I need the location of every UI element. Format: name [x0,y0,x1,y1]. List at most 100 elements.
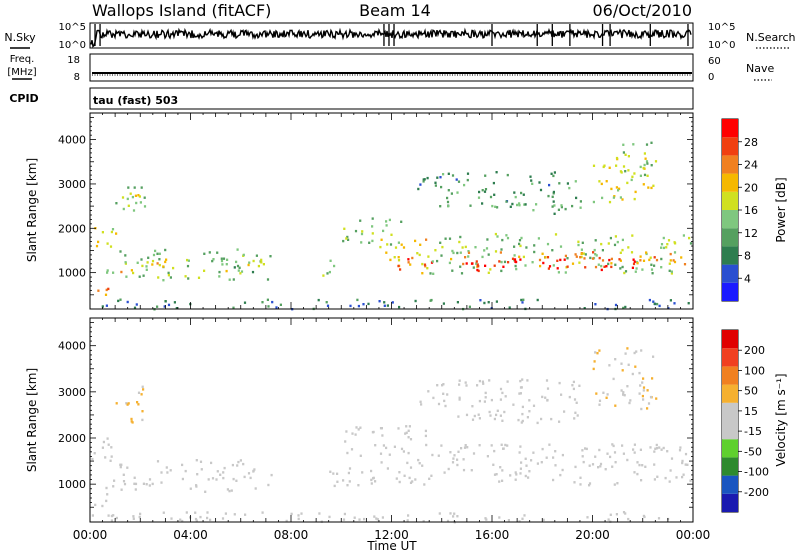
power-cell [648,258,651,262]
velocity-cell [615,513,618,516]
power-cell [630,251,634,254]
velocity-cell [185,511,188,514]
velocity-cell [604,468,607,471]
power-cell [382,229,385,233]
power-cell [660,243,664,246]
velocity-cell [221,517,225,520]
power-cell [552,200,555,203]
velocity-cell [457,450,460,453]
power-cell [237,269,240,272]
power-cell [156,252,159,255]
power-cell [568,186,571,190]
velocity-cell [518,520,521,523]
power-cell [491,204,494,208]
velocity-cell [563,410,566,413]
colorbar-tick-label: 100 [744,364,765,377]
power-cell [608,200,612,204]
velocity-cell [521,419,524,423]
power-cell [564,207,567,211]
power-cell [621,265,624,269]
power-cell [421,262,424,266]
power-cell [564,271,567,274]
power-cell [639,259,642,262]
velocity-cell [179,518,182,521]
velocity-cell [132,517,135,520]
velocity-cell [515,473,518,476]
velocity-cell [112,514,115,517]
velocity-cell [411,480,414,483]
velocity-cell [398,480,401,484]
velocity-cell [110,519,113,522]
power-cell [643,163,646,167]
x-tick-label: 16:00 [475,528,510,542]
colorbar-tick-label: 50 [744,385,758,398]
velocity-cell [656,475,659,478]
colorbar-tick-label: -50 [744,445,762,458]
power-cell [187,277,190,280]
velocity-cell [156,460,160,463]
power-cell [434,181,437,184]
velocity-y-axis: 1000 2000 3000 4000 [58,322,693,508]
power-cell [669,259,672,262]
power-cell [652,300,655,303]
velocity-y-axis-label: Slant Range [km] [25,368,39,472]
power-cell [518,239,522,242]
velocity-cell [374,480,377,483]
power-cell [614,263,617,266]
velocity-cell [606,393,609,396]
velocity-cell [438,512,441,515]
power-cell [539,188,543,192]
power-cell [239,272,242,275]
power-cell [496,235,499,238]
power-cell [515,267,518,271]
power-cell [670,270,673,273]
velocity-cell [540,417,543,421]
velocity-cell [578,384,581,387]
power-cell [447,189,450,192]
power-cell [399,268,402,271]
power-cell [593,248,596,252]
power-cell [547,194,550,198]
power-cell [145,265,148,268]
velocity-cell [499,466,502,469]
velocity-cell [575,401,578,404]
power-x-axis [89,113,694,309]
velocity-cell [206,511,209,514]
power-cell [582,252,585,255]
power-cell [397,241,400,244]
velocity-cell [361,471,364,474]
power-cell [673,260,677,264]
power-cell [566,257,569,260]
velocity-cell [689,479,692,482]
power-cell [386,304,389,307]
power-cell [360,232,364,236]
power-panel-frame [89,112,694,310]
power-cell [614,235,617,238]
power-cell [385,251,388,254]
power-cell [615,156,619,160]
velocity-cell [528,410,531,413]
velocity-cell [519,379,522,383]
velocity-cell [501,419,504,422]
power-cell [266,298,269,301]
power-cell [121,196,125,199]
power-cell [419,243,422,246]
power-cell [601,196,604,200]
power-cell [371,217,374,220]
power-cell [266,278,270,281]
velocity-cell [110,514,113,518]
power-cell [426,176,429,180]
velocity-cell [385,446,388,450]
power-cell [493,264,496,267]
power-cell [616,240,619,244]
velocity-cell [463,446,467,449]
power-cell [133,306,137,309]
velocity-cell [436,384,439,387]
velocity-cell [430,474,433,477]
power-cell [328,270,331,274]
power-cell [152,253,156,257]
power-cell [650,141,653,144]
power-cell [607,262,610,266]
power-cell [603,265,606,268]
power-cell [597,263,600,266]
